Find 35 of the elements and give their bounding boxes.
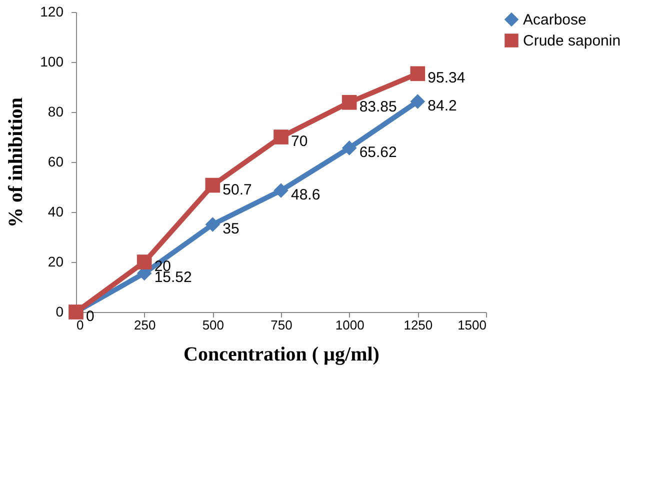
data-label: 65.62 (359, 144, 397, 161)
point (274, 183, 288, 198)
y-axis-title: % of inhibition (5, 97, 28, 228)
point (342, 140, 357, 156)
x-tick-label: 250 (134, 318, 156, 332)
data-label: 95.34 (428, 70, 466, 87)
data-label: 70 (291, 133, 308, 150)
data-label: 48.6 (291, 186, 320, 204)
y-tick-label: 40 (48, 204, 64, 220)
data-label: 84.2 (428, 98, 457, 114)
x-tick-label: 1250 (404, 318, 433, 332)
y-tick-label: 60 (48, 154, 64, 170)
point (274, 130, 288, 144)
legend-label: Acarbose (523, 12, 586, 28)
y-tick-label: 100 (40, 54, 64, 70)
x-axis-title: Concentration ( µg/ml) (184, 344, 380, 366)
data-label: 50.7 (222, 181, 252, 198)
y-tick-label: 0 (56, 304, 64, 320)
point (205, 178, 220, 193)
point (205, 217, 220, 232)
legend-label: Crude saponin (523, 32, 621, 50)
x-tick-label: 1500 (458, 318, 486, 332)
data-label: 83.85 (359, 98, 397, 116)
x-tick-label: 1000 (335, 318, 364, 332)
y-tick-label: 120 (40, 4, 64, 20)
x-tick-label: 0 (76, 318, 84, 332)
y-tick-label: 80 (48, 104, 64, 120)
point (410, 94, 426, 109)
y-tick-label: 20 (48, 254, 64, 270)
data-label: 35 (222, 220, 240, 238)
point (136, 254, 152, 270)
point (410, 66, 426, 82)
x-tick-label: 750 (270, 318, 292, 332)
x-tick-label: 500 (202, 318, 224, 332)
point (342, 94, 357, 110)
